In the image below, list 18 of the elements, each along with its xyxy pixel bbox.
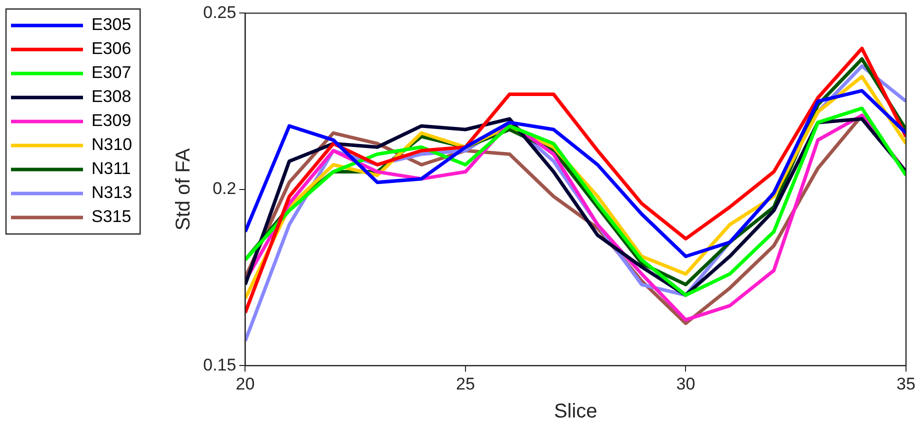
legend-label: E307 <box>92 63 132 82</box>
y-axis-title: Std of FA <box>172 148 195 231</box>
legend-label: E306 <box>92 39 132 58</box>
legend-label: N313 <box>92 183 132 202</box>
x-tick-label: 35 <box>896 374 916 394</box>
y-tick-label: 0.2 <box>212 179 236 198</box>
y-tick-label: 0.25 <box>203 2 236 22</box>
legend-label: N310 <box>92 135 132 154</box>
y-tick-label: 0.15 <box>203 355 236 374</box>
legend-label: E309 <box>92 111 132 130</box>
legend-label: N311 <box>92 159 131 178</box>
x-tick-label: 30 <box>676 374 696 394</box>
legend-label: S315 <box>92 207 132 226</box>
legend-label: E308 <box>92 87 132 106</box>
x-tick-label: 25 <box>456 374 475 394</box>
x-axis-title: Slice <box>554 400 598 423</box>
x-tick-label: 20 <box>236 374 255 394</box>
legend-label: E305 <box>92 15 132 34</box>
